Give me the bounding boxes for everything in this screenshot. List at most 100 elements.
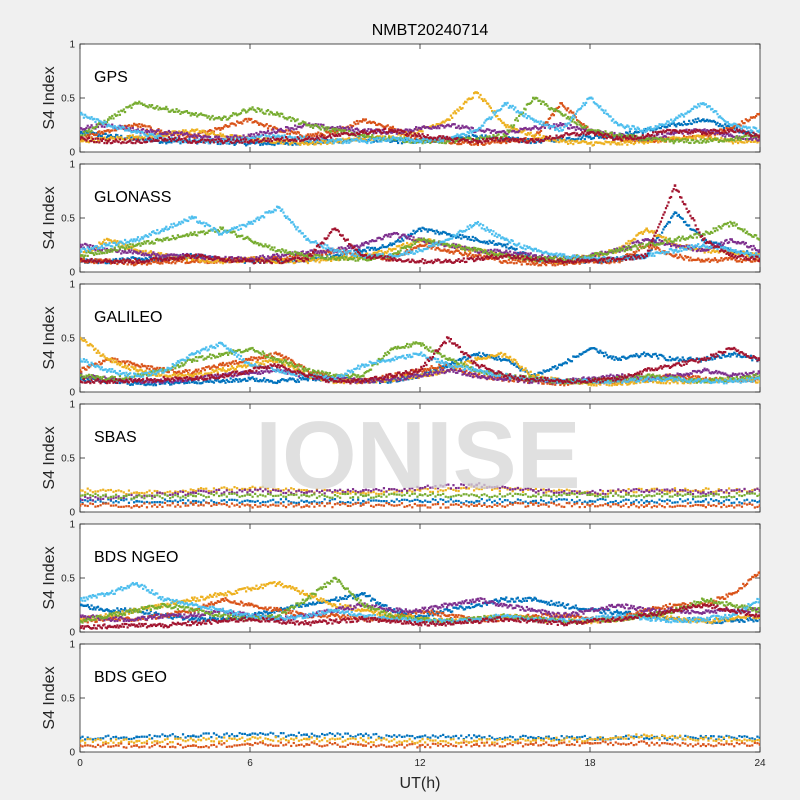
trace-point <box>238 256 241 259</box>
trace-point <box>143 140 146 144</box>
trace-point <box>501 261 504 264</box>
trace-point <box>480 124 483 127</box>
trace-point <box>269 259 272 263</box>
trace-point <box>158 136 161 140</box>
trace-point <box>520 113 523 116</box>
trace-point <box>729 127 732 130</box>
trace-point <box>460 107 463 110</box>
trace-point <box>559 111 562 114</box>
data-point <box>135 137 138 141</box>
trace-point <box>252 256 255 259</box>
trace-point <box>557 124 561 127</box>
trace-point <box>323 139 326 142</box>
trace-point <box>375 123 378 127</box>
trace-point <box>295 254 298 257</box>
trace-point <box>290 136 293 139</box>
trace-point <box>309 257 312 261</box>
trace-point <box>505 137 508 140</box>
trace-point <box>332 254 335 257</box>
trace-point <box>112 117 115 120</box>
trace-point <box>465 252 468 255</box>
trace-point <box>104 132 107 136</box>
trace-point <box>317 141 320 144</box>
trace-point <box>697 103 700 106</box>
trace-point <box>415 141 418 144</box>
trace-point <box>246 120 249 123</box>
trace-point <box>273 138 276 141</box>
trace-point <box>612 259 615 263</box>
trace-point <box>731 257 735 260</box>
trace-point <box>202 136 205 139</box>
trace-point <box>488 116 491 119</box>
trace-point <box>184 136 187 139</box>
trace-point <box>282 136 285 139</box>
data-point <box>248 134 252 138</box>
trace-point <box>317 131 320 134</box>
trace-point <box>143 136 146 139</box>
trace-point <box>429 125 432 128</box>
trace-point <box>516 129 519 132</box>
trace-point <box>120 109 123 112</box>
trace-point <box>743 130 746 133</box>
trace-point <box>438 233 441 236</box>
trace-point <box>132 264 136 267</box>
trace-point <box>622 136 625 139</box>
trace-point <box>547 117 550 121</box>
trace-point <box>152 130 155 133</box>
trace-point <box>610 119 613 122</box>
trace-point <box>548 124 552 128</box>
trace-point <box>440 124 443 127</box>
trace-point <box>668 132 671 136</box>
trace-point <box>282 142 285 145</box>
trace-point <box>403 130 406 134</box>
trace-point <box>278 115 281 118</box>
trace-point <box>341 251 344 254</box>
trace-point <box>217 258 221 261</box>
trace-point <box>224 135 227 138</box>
trace-point <box>327 130 330 134</box>
trace-point <box>288 116 292 119</box>
data-point <box>362 249 365 252</box>
trace-point <box>684 136 687 139</box>
trace-point <box>421 138 424 141</box>
trace-point <box>328 141 331 144</box>
trace-point <box>157 108 160 111</box>
trace-point <box>208 141 212 144</box>
trace-point <box>538 263 541 266</box>
trace-point <box>496 134 499 137</box>
trace-point <box>380 138 383 141</box>
trace-point <box>257 140 261 144</box>
trace-point <box>82 130 85 134</box>
trace-point <box>704 141 708 144</box>
trace-point <box>752 140 755 143</box>
trace-point <box>98 122 101 126</box>
trace-point <box>505 103 508 106</box>
data-point <box>333 254 337 258</box>
trace-point <box>662 228 665 231</box>
trace-point <box>283 130 286 133</box>
trace-point <box>332 134 335 137</box>
trace-point <box>465 125 468 128</box>
trace-point <box>717 259 720 262</box>
trace-point <box>457 124 460 128</box>
trace-point <box>471 253 474 257</box>
trace-point <box>357 137 360 141</box>
trace-point <box>614 137 617 141</box>
trace-point <box>505 260 508 263</box>
trace-point <box>550 125 553 128</box>
trace-point <box>215 138 218 141</box>
trace-point <box>417 132 420 135</box>
trace-point <box>506 261 509 265</box>
trace-point <box>332 142 335 145</box>
trace-point <box>436 138 440 141</box>
trace-point <box>569 141 572 145</box>
trace-point <box>568 127 571 130</box>
trace-point <box>458 138 462 141</box>
trace-point <box>402 138 405 141</box>
trace-point <box>310 142 313 145</box>
trace-point <box>100 130 103 134</box>
trace-point <box>572 126 575 129</box>
trace-point <box>181 254 185 257</box>
trace-point <box>359 134 362 137</box>
trace-point <box>265 123 268 126</box>
